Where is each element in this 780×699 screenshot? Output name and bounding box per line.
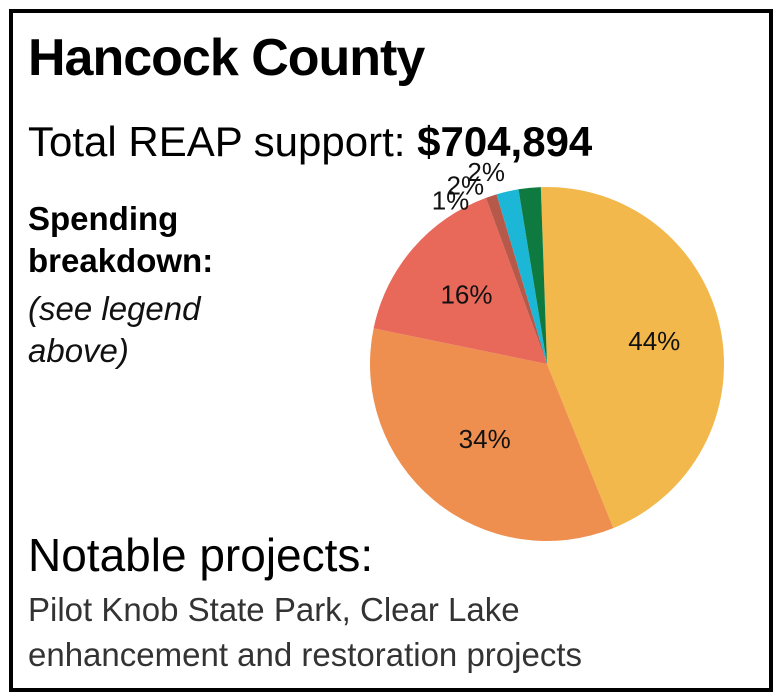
- total-support: Total REAP support: $704,894: [28, 118, 592, 166]
- pie-slice: [370, 328, 614, 541]
- pie-slice: [373, 197, 547, 364]
- total-support-value: $704,894: [417, 118, 593, 165]
- page-title: Hancock County: [28, 29, 425, 87]
- pie-slice-label: 2%: [447, 171, 485, 201]
- notable-heading: Notable projects:: [28, 529, 374, 581]
- pie-slice-label: 2%: [467, 157, 505, 187]
- pie-slice: [496, 189, 547, 364]
- pie-slice: [518, 187, 547, 364]
- pie-slice-label: 44%: [628, 326, 680, 356]
- total-support-label: Total REAP support:: [28, 118, 418, 165]
- pie-slice-label: 16%: [440, 280, 492, 310]
- spending-note: (see legend above): [28, 290, 201, 369]
- pie-slice-label: 1%: [432, 185, 470, 215]
- notable-text: Pilot Knob State Park, Clear Lake enhanc…: [28, 591, 583, 673]
- spending-heading: Spending breakdown:: [28, 200, 214, 279]
- pie-slice: [485, 194, 547, 364]
- pie-slice: [540, 187, 724, 529]
- pie-slice-label: 34%: [459, 424, 511, 454]
- county-card: [9, 9, 773, 692]
